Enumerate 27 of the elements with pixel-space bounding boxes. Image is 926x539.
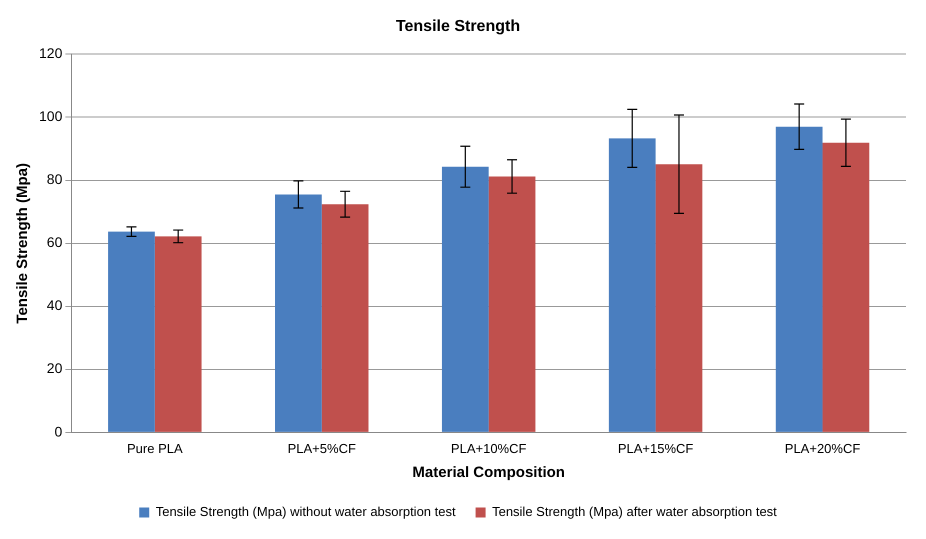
x-tick-label: PLA+10%CF	[450, 440, 526, 456]
chart-title: Tensile Strength	[396, 18, 520, 36]
legend-label: Tensile Strength (Mpa) without water absorption test	[156, 504, 456, 520]
y-tick-label: 60	[46, 234, 63, 250]
x-tick-label: PLA+5%CF	[288, 440, 356, 456]
legend-label: Tensile Strength (Mpa) after water absorption test	[492, 504, 778, 520]
bar	[442, 166, 489, 432]
bar	[154, 236, 202, 432]
bar	[108, 232, 155, 432]
y-tick-label: 20	[46, 360, 63, 376]
y-tick-label: 0	[54, 423, 63, 440]
y-tick-label: 120	[39, 45, 63, 62]
bar	[275, 194, 322, 432]
x-tick-label: PLA+20%CF	[784, 440, 860, 456]
x-tick-label: Pure PLA	[126, 440, 183, 456]
y-axis-title: Tensile Strength (Mpa)	[14, 163, 32, 324]
x-tick-label: PLA+15%CF	[618, 440, 694, 456]
y-tick-label: 40	[46, 297, 63, 314]
bar	[488, 176, 536, 432]
bar	[822, 142, 870, 432]
y-tick-label: 80	[46, 171, 63, 188]
bar	[656, 164, 702, 432]
y-tick-label: 100	[39, 108, 63, 124]
bar	[322, 204, 368, 432]
bar	[608, 138, 656, 432]
x-axis-title: Material Composition	[412, 464, 565, 482]
bar	[776, 126, 823, 432]
